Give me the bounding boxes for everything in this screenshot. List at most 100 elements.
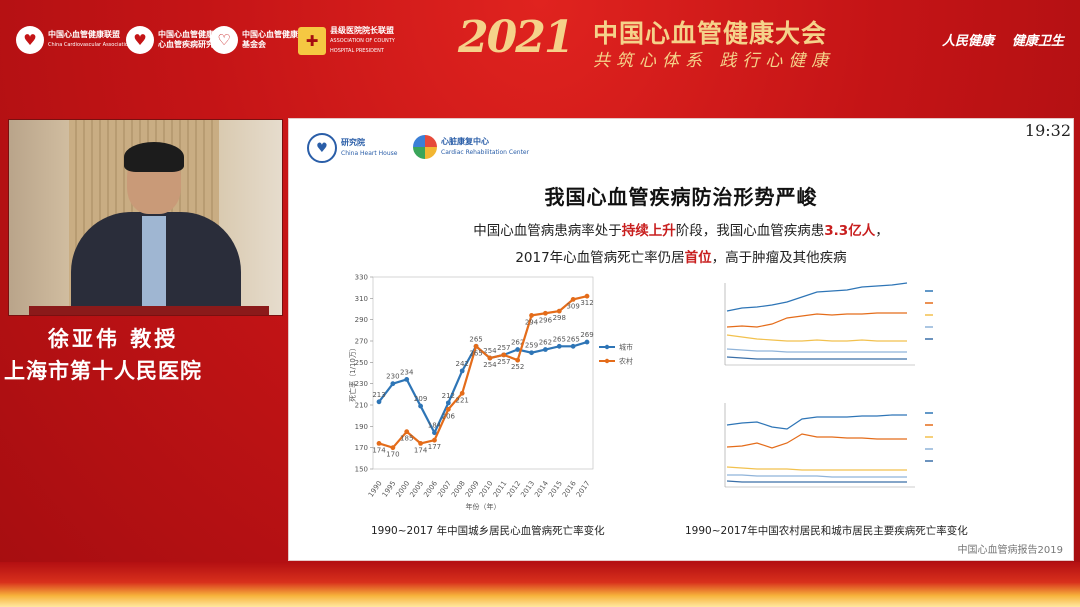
slide-logo-rehab-center: 心脏康复中心 Cardiac Rehabilitation Center: [413, 135, 529, 159]
data-point: [556, 308, 562, 314]
y-tick-label: 310: [355, 295, 368, 303]
rural-disease-chart-thumbnail: [697, 277, 997, 385]
y-tick-label: 290: [355, 316, 368, 324]
x-axis-label: 年份（年）: [466, 502, 501, 511]
data-label: 213: [372, 391, 385, 399]
data-point: [459, 390, 465, 396]
logo-county-sub: ASSOCIATION OF COUNTY HOSPITAL PRESIDENT: [330, 38, 395, 54]
slide-logo-research-institute: ♥ 研究院 China Heart House: [307, 133, 397, 163]
heart-icon: ♥: [126, 26, 154, 54]
data-point: [487, 355, 493, 361]
data-label: 257: [497, 358, 510, 366]
speaker-org: 上海市第十人民医院: [4, 359, 202, 383]
logo-association-sub: China Cardiovascular Association: [48, 42, 132, 48]
series-line-rural: [378, 295, 588, 449]
data-point: [515, 347, 521, 352]
data-point: [390, 381, 396, 387]
y-tick-label: 150: [355, 466, 368, 474]
line1-highlight-rising: 持续上升: [621, 223, 676, 239]
data-label: 212: [442, 392, 455, 400]
data-label: 209: [414, 395, 427, 403]
slide-source: 中国心血管病报告2019: [957, 545, 1063, 556]
congress-title: 中国心血管健康大会: [593, 19, 828, 48]
data-point: [432, 437, 437, 443]
data-label: 230: [386, 373, 399, 381]
data-point: [570, 297, 576, 302]
slide-line-1: 中国心血管病患病率处于持续上升阶段，我国心血管疾病患3.3亿人，: [289, 219, 1073, 239]
speaker-video: [8, 119, 283, 316]
speaker-name: 徐亚伟 教授: [48, 327, 179, 351]
y-tick-label: 230: [355, 380, 368, 388]
stage-light-strip: [0, 562, 1080, 607]
x-tick-label: 2011: [492, 480, 509, 499]
media-logo-health: 健康卫生: [1012, 34, 1065, 49]
data-point: [390, 445, 396, 451]
data-label: 259: [525, 342, 538, 350]
data-label: 296: [539, 316, 553, 324]
logo-research: ♥ 中国心血管健康联盟 心血管疾病研究院: [126, 26, 236, 54]
plot-frame: [372, 276, 594, 470]
legend-marker: [604, 344, 610, 350]
y-tick-label: 190: [355, 423, 368, 431]
data-label: 170: [386, 451, 399, 459]
data-label: 265: [566, 335, 579, 343]
x-tick-label: 2015: [547, 480, 564, 499]
logo-research-text: 中国心血管健康联盟 心血管疾病研究院: [158, 30, 230, 49]
data-label: 257: [497, 344, 510, 352]
slide-logo1-sub: China Heart House: [341, 149, 398, 157]
line2-highlight-first: 首位: [684, 250, 712, 266]
data-label: 262: [511, 339, 524, 347]
data-point: [445, 400, 451, 406]
data-point: [418, 403, 423, 409]
legend-marker: [604, 358, 610, 364]
line1-a: 中国心血管病患病率处于: [473, 223, 622, 239]
x-tick-label: 2009: [464, 480, 481, 499]
x-tick-label: 2000: [395, 480, 412, 499]
caption-left: 1990~2017 年中国城乡居民心血管病死亡率变化: [371, 525, 605, 537]
data-label: 221: [456, 396, 469, 404]
y-tick-label: 250: [355, 359, 368, 367]
data-point: [570, 343, 576, 349]
data-label: 262: [539, 339, 552, 347]
data-label: 294: [525, 318, 539, 326]
data-point: [584, 339, 590, 345]
data-label: 174: [414, 446, 428, 454]
x-tick-label: 2008: [450, 480, 467, 499]
data-label: 265: [553, 335, 566, 343]
slide-line-2: 2017年心血管病死亡率仍居首位，高于肿瘤及其他疾病: [289, 246, 1073, 266]
data-label: 265: [469, 349, 482, 357]
heart-hands-icon: ♥: [16, 26, 44, 54]
data-point: [404, 429, 410, 435]
line1-c: 阶段，我国心血管疾病患: [675, 223, 825, 239]
caption-right: 1990~2017年中国农村居民和城市居民主要疾病死亡率变化: [685, 525, 968, 537]
x-tick-label: 2007: [436, 480, 453, 499]
data-point: [432, 430, 437, 436]
data-point: [445, 406, 451, 412]
data-point: [529, 313, 534, 318]
urban-disease-chart-thumbnail: [697, 397, 997, 507]
slide-logo2-text: 心脏康复中心: [441, 136, 489, 146]
logo-foundation: ♡ 中国心血管健康联盟 基金会: [210, 26, 322, 54]
series-line-urban: [378, 341, 588, 436]
y-axis-label: 死亡率（1/10万）: [348, 344, 357, 402]
data-label: 185: [400, 435, 413, 443]
data-label: 309: [566, 302, 579, 310]
x-tick-label: 1995: [381, 480, 398, 499]
data-label: 269: [580, 331, 593, 339]
data-label: 177: [428, 443, 441, 451]
data-label: 298: [553, 314, 566, 322]
y-tick-label: 330: [355, 274, 368, 282]
line1-e: ，: [875, 223, 889, 239]
data-point: [556, 343, 562, 349]
logo-association: ♥ 中国心血管健康联盟 China Cardiovascular Associat…: [16, 26, 131, 54]
rehab-flower-icon: [413, 135, 437, 159]
data-label: 254: [483, 361, 497, 369]
data-point: [501, 352, 507, 358]
conference-header: ♥ 中国心血管健康联盟 China Cardiovascular Associat…: [0, 0, 1080, 100]
data-label: 252: [511, 363, 524, 371]
x-tick-label: 2012: [506, 480, 523, 499]
data-label: 184: [428, 422, 442, 430]
slide-title: 我国心血管疾病防治形势严峻: [544, 185, 818, 209]
data-label: 242: [456, 360, 469, 368]
logo-association-text: 中国心血管健康联盟: [48, 30, 120, 39]
